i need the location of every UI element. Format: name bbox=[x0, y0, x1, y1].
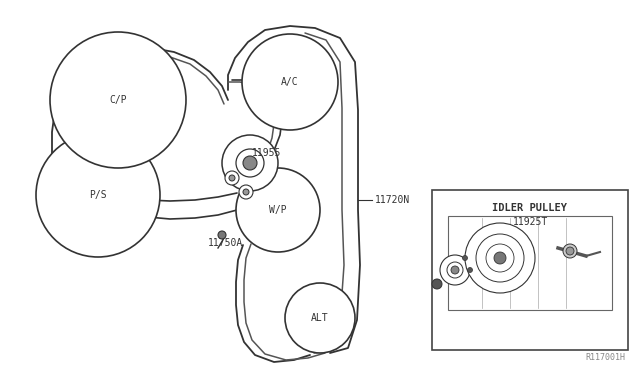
Circle shape bbox=[476, 234, 524, 282]
Circle shape bbox=[566, 247, 574, 255]
Text: P/S: P/S bbox=[89, 190, 107, 200]
Text: A/C: A/C bbox=[281, 77, 299, 87]
Circle shape bbox=[563, 244, 577, 258]
Circle shape bbox=[242, 34, 338, 130]
Circle shape bbox=[432, 279, 442, 289]
Circle shape bbox=[225, 171, 239, 185]
Circle shape bbox=[36, 133, 160, 257]
Text: 11955: 11955 bbox=[252, 148, 282, 158]
Circle shape bbox=[285, 283, 355, 353]
Circle shape bbox=[50, 32, 186, 168]
Circle shape bbox=[236, 149, 264, 177]
Text: 11720N: 11720N bbox=[375, 195, 410, 205]
Text: C/P: C/P bbox=[109, 95, 127, 105]
Circle shape bbox=[463, 256, 467, 260]
Bar bbox=[448, 216, 612, 310]
Bar bbox=[432, 190, 628, 350]
Circle shape bbox=[229, 175, 235, 181]
Circle shape bbox=[222, 135, 278, 191]
Text: 11750A: 11750A bbox=[208, 238, 243, 248]
Text: R117001H: R117001H bbox=[585, 353, 625, 362]
Circle shape bbox=[486, 244, 514, 272]
Circle shape bbox=[243, 189, 249, 195]
Circle shape bbox=[447, 262, 463, 278]
Circle shape bbox=[440, 255, 470, 285]
Text: ALT: ALT bbox=[311, 313, 329, 323]
Circle shape bbox=[465, 223, 535, 293]
Circle shape bbox=[243, 156, 257, 170]
Text: W/P: W/P bbox=[269, 205, 287, 215]
Text: IDLER PULLEY: IDLER PULLEY bbox=[493, 203, 568, 213]
Circle shape bbox=[467, 267, 472, 273]
Text: 11925T: 11925T bbox=[513, 217, 548, 227]
Circle shape bbox=[236, 168, 320, 252]
Circle shape bbox=[494, 252, 506, 264]
Circle shape bbox=[451, 266, 459, 274]
Circle shape bbox=[218, 231, 226, 239]
Circle shape bbox=[239, 185, 253, 199]
